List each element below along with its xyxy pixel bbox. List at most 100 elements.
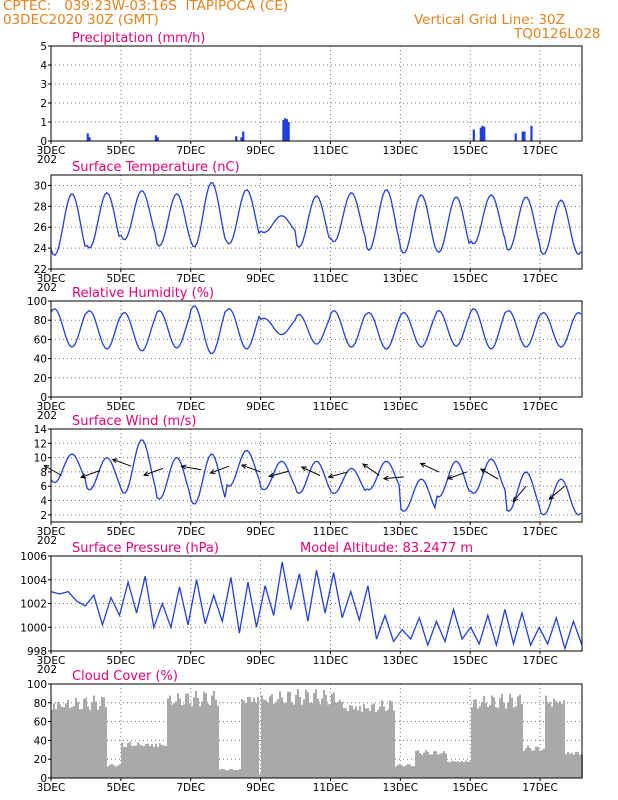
y-tick-label: 22: [34, 264, 47, 276]
cloud-bar: [93, 695, 95, 778]
cloud-bar: [291, 702, 293, 778]
cloud-bar: [271, 694, 273, 778]
x-tick-label: 13DEC: [383, 401, 418, 413]
cloud-bar: [579, 754, 581, 778]
cloud-bar: [281, 697, 283, 778]
y-tick-label: 1: [40, 117, 47, 129]
wind-arrow: [181, 465, 202, 471]
x-tick-label: 5DEC: [107, 655, 136, 667]
cloud-bar: [115, 766, 117, 778]
temp-line: [50, 181, 582, 257]
cloud-bar: [89, 709, 91, 778]
cloud-bar: [541, 750, 543, 778]
cloud-bar: [163, 745, 165, 778]
cloud-bar: [565, 754, 567, 778]
cloud-bar: [513, 707, 515, 778]
wind-arrow-head: [512, 496, 519, 503]
cloud-bar: [355, 706, 357, 778]
cloud-bar: [217, 705, 219, 778]
cloud-bar: [489, 705, 491, 778]
cloud-bar: [269, 696, 271, 778]
cloud-bar: [141, 745, 143, 778]
cloud-bar: [569, 753, 571, 778]
cloud-bar: [239, 769, 241, 778]
wind-arrow-head: [111, 458, 118, 464]
cloud-bar: [391, 701, 393, 778]
cloud-bar: [243, 700, 245, 778]
cloud-bar: [103, 697, 105, 778]
cloud-bar: [75, 697, 77, 778]
cloud-bar: [195, 690, 197, 778]
cloud-bar: [157, 746, 159, 778]
temp-title: Surface Temperature (nC): [72, 160, 240, 175]
y-tick-label: 2: [40, 510, 47, 522]
cloud-bar: [257, 697, 259, 778]
cloud-bar: [81, 708, 83, 778]
x-tick-label: 11DEC: [313, 655, 348, 667]
x-tick-label: 3DEC: [37, 401, 66, 413]
cloud-bar: [151, 744, 153, 778]
cloud-bar: [161, 744, 163, 778]
cloud-bar: [407, 763, 409, 778]
cloud-bar: [209, 705, 211, 778]
cloud-bar: [383, 706, 385, 778]
cloud-bar: [515, 706, 517, 778]
cloud-bar: [507, 702, 509, 778]
cloud-bar: [259, 774, 261, 778]
cloud-bar: [437, 754, 439, 778]
cloud-bar: [317, 698, 319, 778]
cloud-bar: [305, 689, 307, 778]
wind-arrow-head: [446, 474, 453, 480]
wind-arrow-head: [548, 494, 555, 500]
panel-temp: 22 24 26 28 30 3DEC 5DEC 7DEC 9DEC 11DEC 13DEC 15DE…: [34, 160, 583, 294]
x-tick-label: 3DEC: [37, 782, 66, 794]
cloud-bar: [577, 751, 579, 778]
cloud-bar: [523, 750, 525, 778]
cloud-bar: [201, 701, 203, 778]
cloud-bar: [233, 770, 235, 778]
wind-arrow-head: [327, 473, 334, 479]
cloud-bar: [117, 765, 119, 778]
x-tick-label: 15DEC: [452, 782, 487, 794]
y-tick-label: 80: [34, 315, 47, 327]
panel-precip: 0 1 2 3 4 5 3DEC 5DEC 7DEC 9DEC 11DEC 13DEC 15DEC 17D…: [37, 31, 583, 166]
y-tick-label: 10: [34, 453, 47, 465]
wind-arrow: [80, 470, 101, 478]
cloud-bar: [83, 698, 85, 778]
cloud-bar: [251, 701, 253, 778]
cloud-bar: [309, 702, 311, 778]
x-tick-label: 15DEC: [452, 273, 487, 285]
cloud-bar: [497, 707, 499, 778]
cloud-bar: [459, 761, 461, 778]
precip-bar: [86, 133, 89, 141]
cloud-bar: [521, 704, 523, 778]
cloud-bar: [491, 695, 493, 778]
wind-arrow: [383, 476, 404, 480]
cloud-bar: [477, 708, 479, 778]
year-fragment-label: 202: [37, 664, 57, 676]
y-tick-label: 80: [34, 698, 47, 710]
panel-frame: [50, 683, 583, 779]
cloud-bar: [55, 709, 57, 778]
cloud-bar: [393, 710, 395, 778]
cloud-bar: [147, 743, 149, 778]
wind-title: Surface Wind (m/s): [72, 414, 196, 429]
cloud-bar: [529, 747, 531, 778]
cloud-bar: [339, 699, 341, 778]
x-tick-label: 7DEC: [176, 401, 205, 413]
y-tick-label: 40: [34, 354, 47, 366]
wind-arrow: [328, 471, 349, 478]
header-coords: 039:23W-03:16S: [64, 0, 177, 14]
x-tick-label: 17DEC: [522, 145, 557, 157]
cloud-bar: [275, 701, 277, 778]
cloud-bar: [535, 746, 537, 778]
cloud-bar: [341, 701, 343, 778]
cloud-bar: [61, 706, 63, 778]
cloud-bar: [303, 699, 305, 778]
x-tick-label: 17DEC: [522, 273, 557, 285]
cloud-bar: [553, 698, 555, 778]
cloud-bar: [169, 695, 171, 778]
cloud-bar: [531, 750, 533, 778]
cloud-bar: [193, 697, 195, 778]
